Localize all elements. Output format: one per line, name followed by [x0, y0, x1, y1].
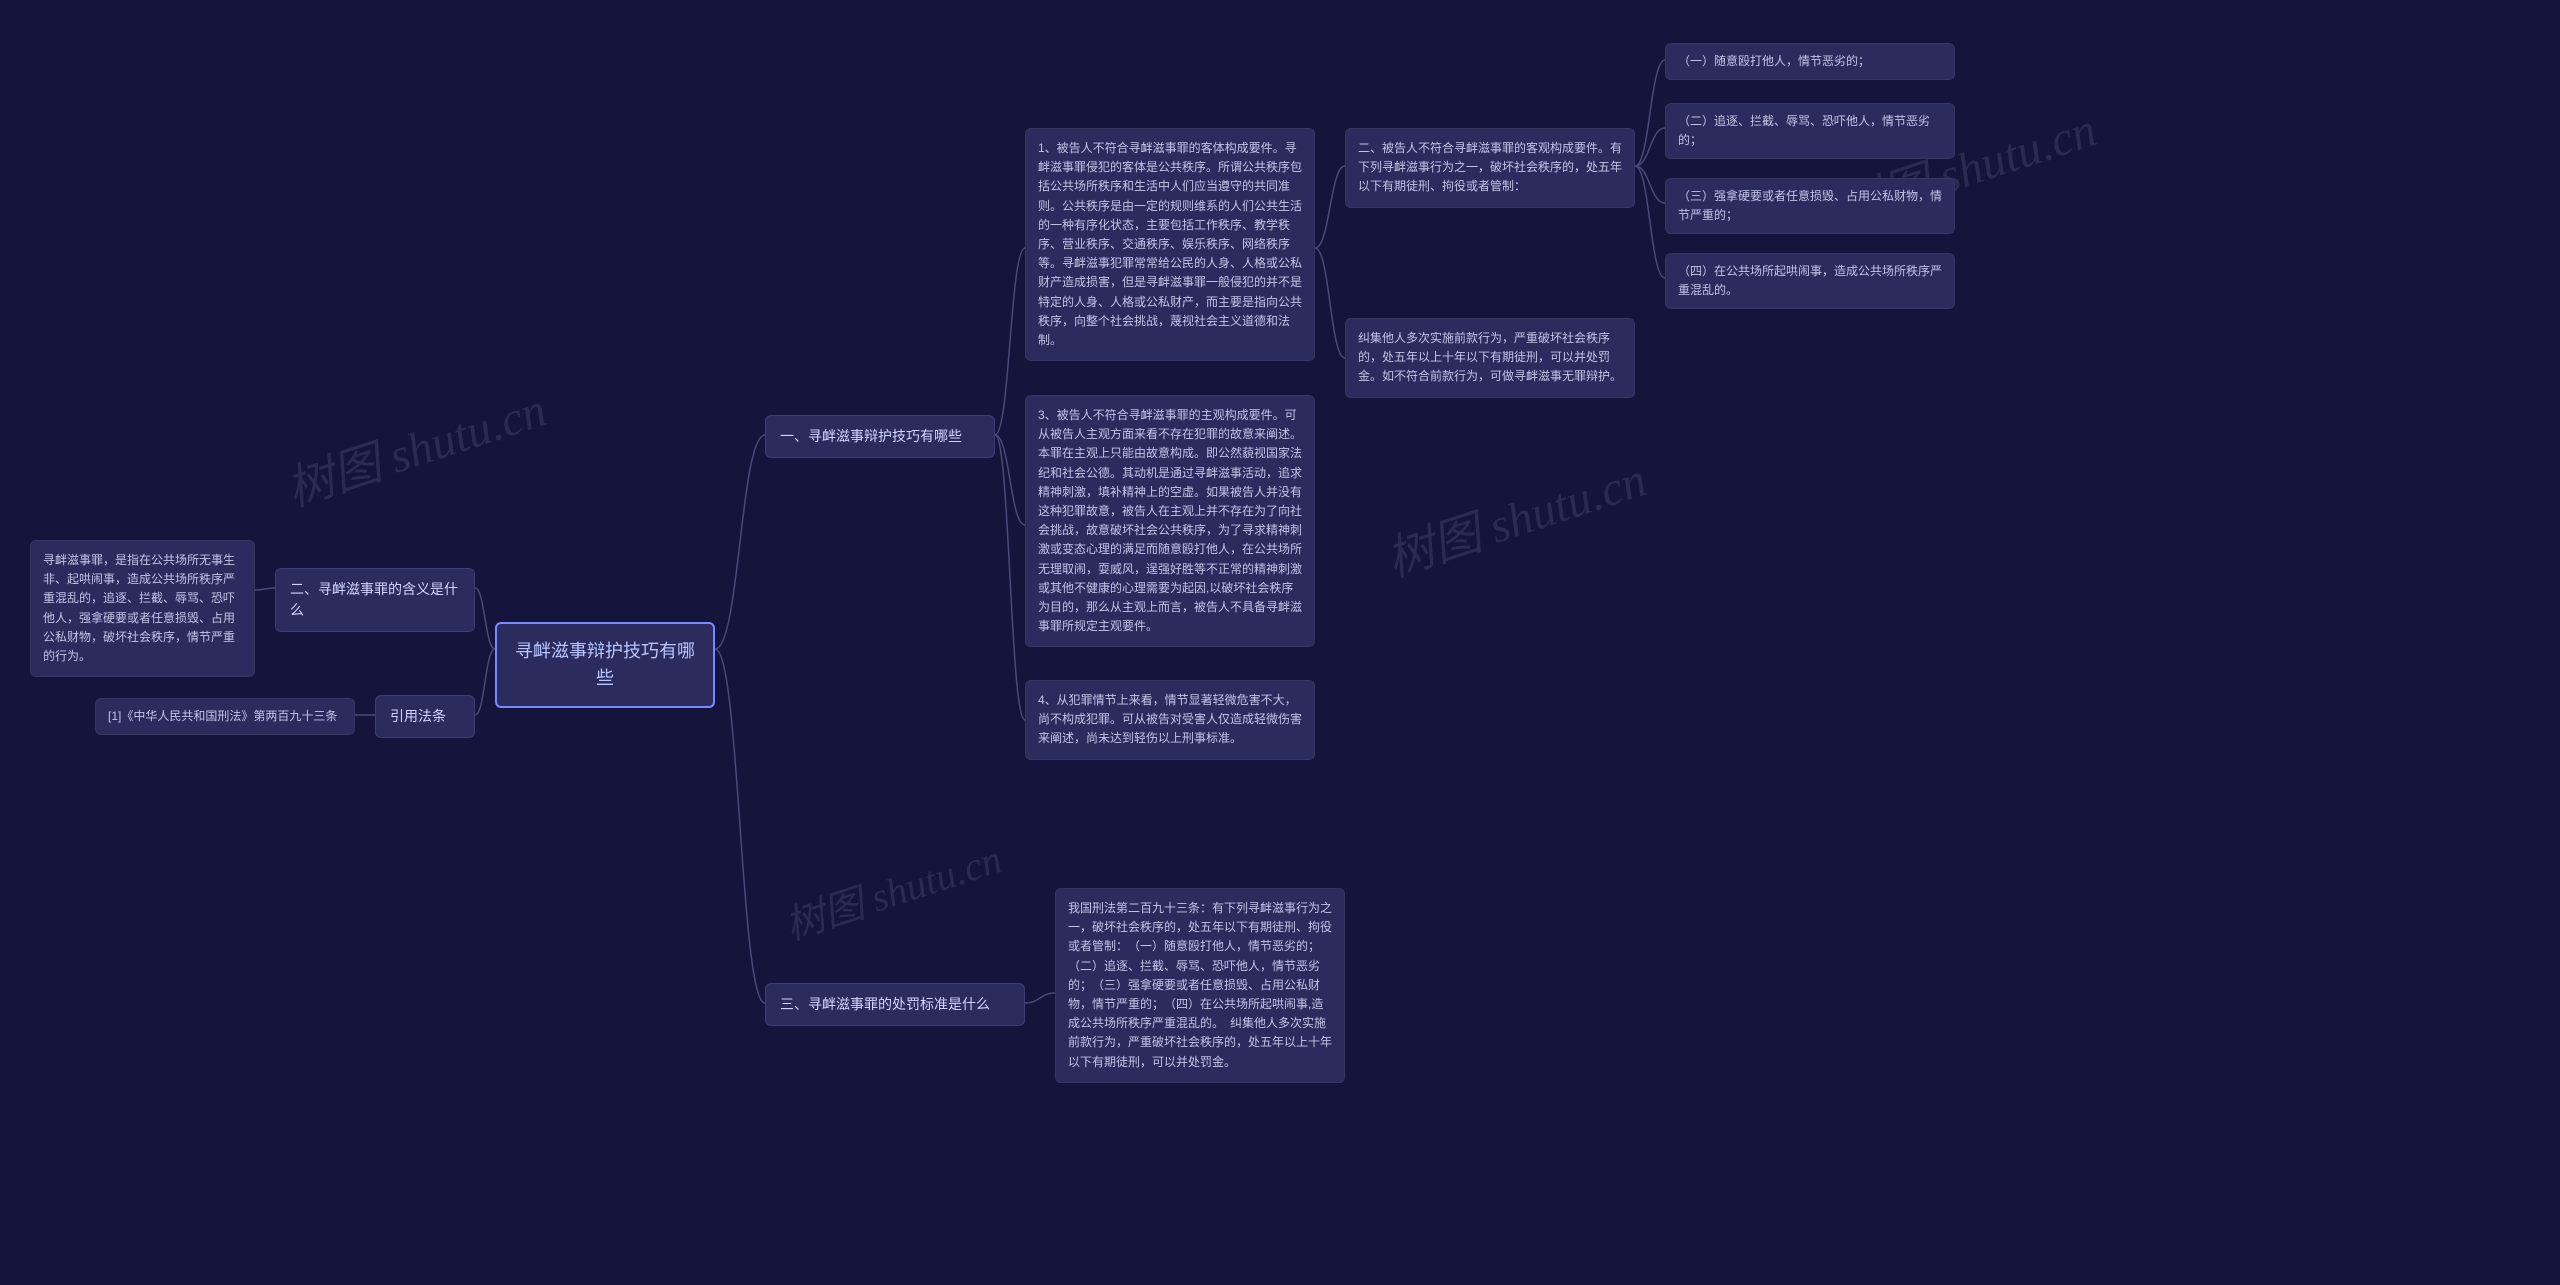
sub-item-2: （二）追逐、拦截、辱骂、恐吓他人，情节恶劣的；: [1665, 103, 1955, 159]
branch-citation[interactable]: 引用法条: [375, 695, 475, 738]
sub-branch-objective[interactable]: 二、被告人不符合寻衅滋事罪的客观构成要件。有下列寻衅滋事行为之一，破坏社会秩序的…: [1345, 128, 1635, 208]
branch-skills[interactable]: 一、寻衅滋事辩护技巧有哪些: [765, 415, 995, 458]
skill-item-1: 1、被告人不符合寻衅滋事罪的客体构成要件。寻衅滋事罪侵犯的客体是公共秩序。所谓公…: [1025, 128, 1315, 361]
sub-item-4: （四）在公共场所起哄闹事，造成公共场所秩序严重混乱的。: [1665, 253, 1955, 309]
branch-meaning[interactable]: 二、寻衅滋事罪的含义是什么: [275, 568, 475, 632]
branch-punishment[interactable]: 三、寻衅滋事罪的处罚标准是什么: [765, 983, 1025, 1026]
sub-extra: 纠集他人多次实施前款行为，严重破坏社会秩序的，处五年以上十年以下有期徒刑，可以并…: [1345, 318, 1635, 398]
watermark: 树图 shutu.cn: [1376, 440, 1654, 590]
skill-item-4: 4、从犯罪情节上来看，情节显著轻微危害不大，尚不构成犯罪。可从被告对受害人仅造成…: [1025, 680, 1315, 760]
sub-item-1: （一）随意殴打他人，情节恶劣的；: [1665, 43, 1955, 80]
watermark: 树图 shutu.cn: [777, 827, 1008, 952]
punishment-content: 我国刑法第二百九十三条：有下列寻衅滋事行为之一，破坏社会秩序的，处五年以下有期徒…: [1055, 888, 1345, 1083]
meaning-content: 寻衅滋事罪，是指在公共场所无事生非、起哄闹事，造成公共场所秩序严重混乱的，追逐、…: [30, 540, 255, 677]
root-node[interactable]: 寻衅滋事辩护技巧有哪些: [495, 622, 715, 708]
watermark: 树图 shutu.cn: [276, 370, 554, 520]
skill-item-3: 3、被告人不符合寻衅滋事罪的主观构成要件。可从被告人主观方面来看不存在犯罪的故意…: [1025, 395, 1315, 647]
sub-item-3: （三）强拿硬要或者任意损毁、占用公私财物，情节严重的；: [1665, 178, 1955, 234]
citation-content: [1]《中华人民共和国刑法》第两百九十三条: [95, 698, 355, 735]
